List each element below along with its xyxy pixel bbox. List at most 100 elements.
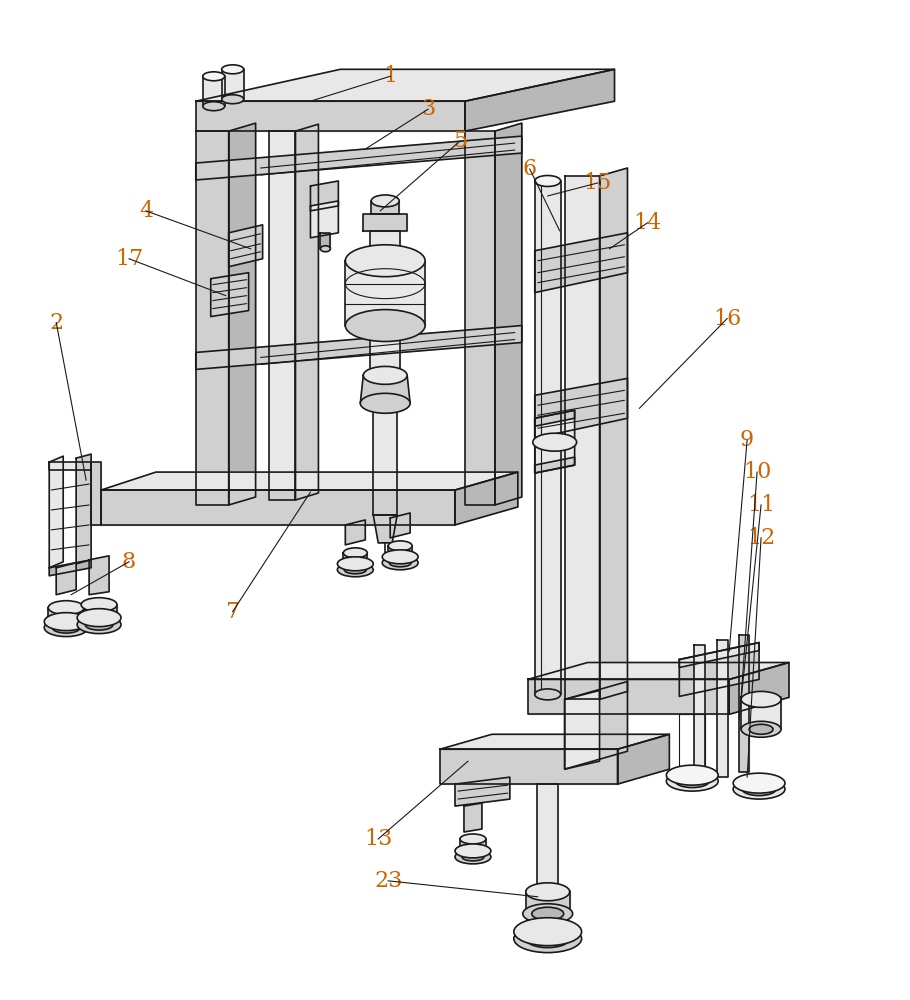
Ellipse shape [203, 72, 225, 81]
Ellipse shape [535, 689, 561, 700]
Ellipse shape [52, 622, 80, 633]
Polygon shape [455, 777, 510, 806]
Ellipse shape [733, 779, 785, 799]
Ellipse shape [526, 883, 570, 901]
Ellipse shape [535, 175, 561, 186]
Polygon shape [717, 640, 728, 777]
Ellipse shape [77, 609, 121, 627]
Polygon shape [565, 176, 600, 699]
Ellipse shape [743, 783, 776, 796]
Ellipse shape [531, 907, 563, 920]
Polygon shape [600, 168, 628, 699]
Polygon shape [535, 457, 574, 473]
Ellipse shape [389, 559, 411, 567]
Polygon shape [528, 663, 789, 679]
Polygon shape [679, 643, 759, 667]
Polygon shape [196, 69, 614, 101]
Polygon shape [196, 101, 465, 131]
Polygon shape [465, 131, 495, 505]
Polygon shape [76, 454, 91, 564]
Text: 8: 8 [122, 551, 136, 573]
Polygon shape [535, 410, 574, 426]
Polygon shape [465, 69, 614, 131]
Ellipse shape [338, 563, 373, 577]
Polygon shape [390, 513, 410, 538]
Ellipse shape [77, 616, 121, 634]
Polygon shape [310, 201, 339, 238]
Polygon shape [535, 410, 574, 473]
Ellipse shape [45, 613, 88, 631]
Text: 23: 23 [374, 870, 402, 892]
Polygon shape [211, 273, 248, 317]
Polygon shape [228, 123, 256, 505]
Polygon shape [48, 608, 84, 622]
Polygon shape [535, 378, 628, 438]
Ellipse shape [345, 310, 425, 341]
Polygon shape [49, 560, 91, 576]
Ellipse shape [514, 925, 581, 953]
Polygon shape [228, 225, 263, 267]
Polygon shape [460, 839, 486, 849]
Polygon shape [371, 201, 399, 214]
Polygon shape [535, 181, 561, 694]
Polygon shape [222, 69, 244, 99]
Polygon shape [389, 546, 412, 556]
Polygon shape [526, 891, 570, 909]
Ellipse shape [222, 65, 244, 74]
Text: 17: 17 [115, 248, 143, 270]
Polygon shape [91, 462, 101, 525]
Polygon shape [537, 784, 558, 889]
Polygon shape [363, 214, 407, 231]
Polygon shape [296, 124, 318, 500]
Text: 11: 11 [747, 494, 775, 516]
Ellipse shape [363, 366, 407, 384]
Text: 14: 14 [633, 212, 662, 234]
Polygon shape [310, 181, 339, 211]
Text: 13: 13 [364, 828, 392, 850]
Polygon shape [370, 231, 400, 261]
Ellipse shape [345, 245, 425, 277]
Ellipse shape [462, 853, 484, 861]
Ellipse shape [360, 393, 410, 413]
Ellipse shape [749, 724, 773, 734]
Ellipse shape [203, 102, 225, 111]
Polygon shape [203, 76, 225, 106]
Polygon shape [741, 697, 781, 729]
Polygon shape [455, 472, 518, 525]
Text: 4: 4 [139, 200, 153, 222]
Polygon shape [320, 233, 330, 249]
Text: 1: 1 [383, 65, 398, 87]
Ellipse shape [343, 548, 368, 558]
Text: 9: 9 [740, 429, 754, 451]
Ellipse shape [45, 619, 88, 637]
Text: 12: 12 [747, 527, 775, 549]
Polygon shape [89, 556, 109, 595]
Ellipse shape [86, 619, 113, 630]
Polygon shape [345, 520, 365, 545]
Text: 15: 15 [583, 172, 612, 194]
Ellipse shape [741, 691, 781, 707]
Polygon shape [196, 326, 521, 369]
Polygon shape [495, 123, 521, 505]
Polygon shape [373, 515, 397, 543]
Polygon shape [343, 553, 368, 563]
Polygon shape [196, 131, 228, 505]
Polygon shape [618, 734, 670, 784]
Ellipse shape [666, 771, 718, 791]
Polygon shape [101, 490, 455, 525]
Polygon shape [101, 472, 518, 490]
Text: 5: 5 [453, 130, 467, 152]
Text: 2: 2 [49, 312, 64, 334]
Polygon shape [440, 749, 618, 784]
Ellipse shape [320, 246, 330, 252]
Polygon shape [528, 679, 729, 714]
Ellipse shape [389, 541, 412, 551]
Polygon shape [739, 635, 749, 772]
Polygon shape [694, 645, 705, 781]
Ellipse shape [81, 598, 117, 612]
Text: 3: 3 [421, 98, 435, 120]
Ellipse shape [733, 773, 785, 793]
Polygon shape [49, 456, 63, 568]
Polygon shape [81, 605, 117, 618]
Ellipse shape [222, 95, 244, 104]
